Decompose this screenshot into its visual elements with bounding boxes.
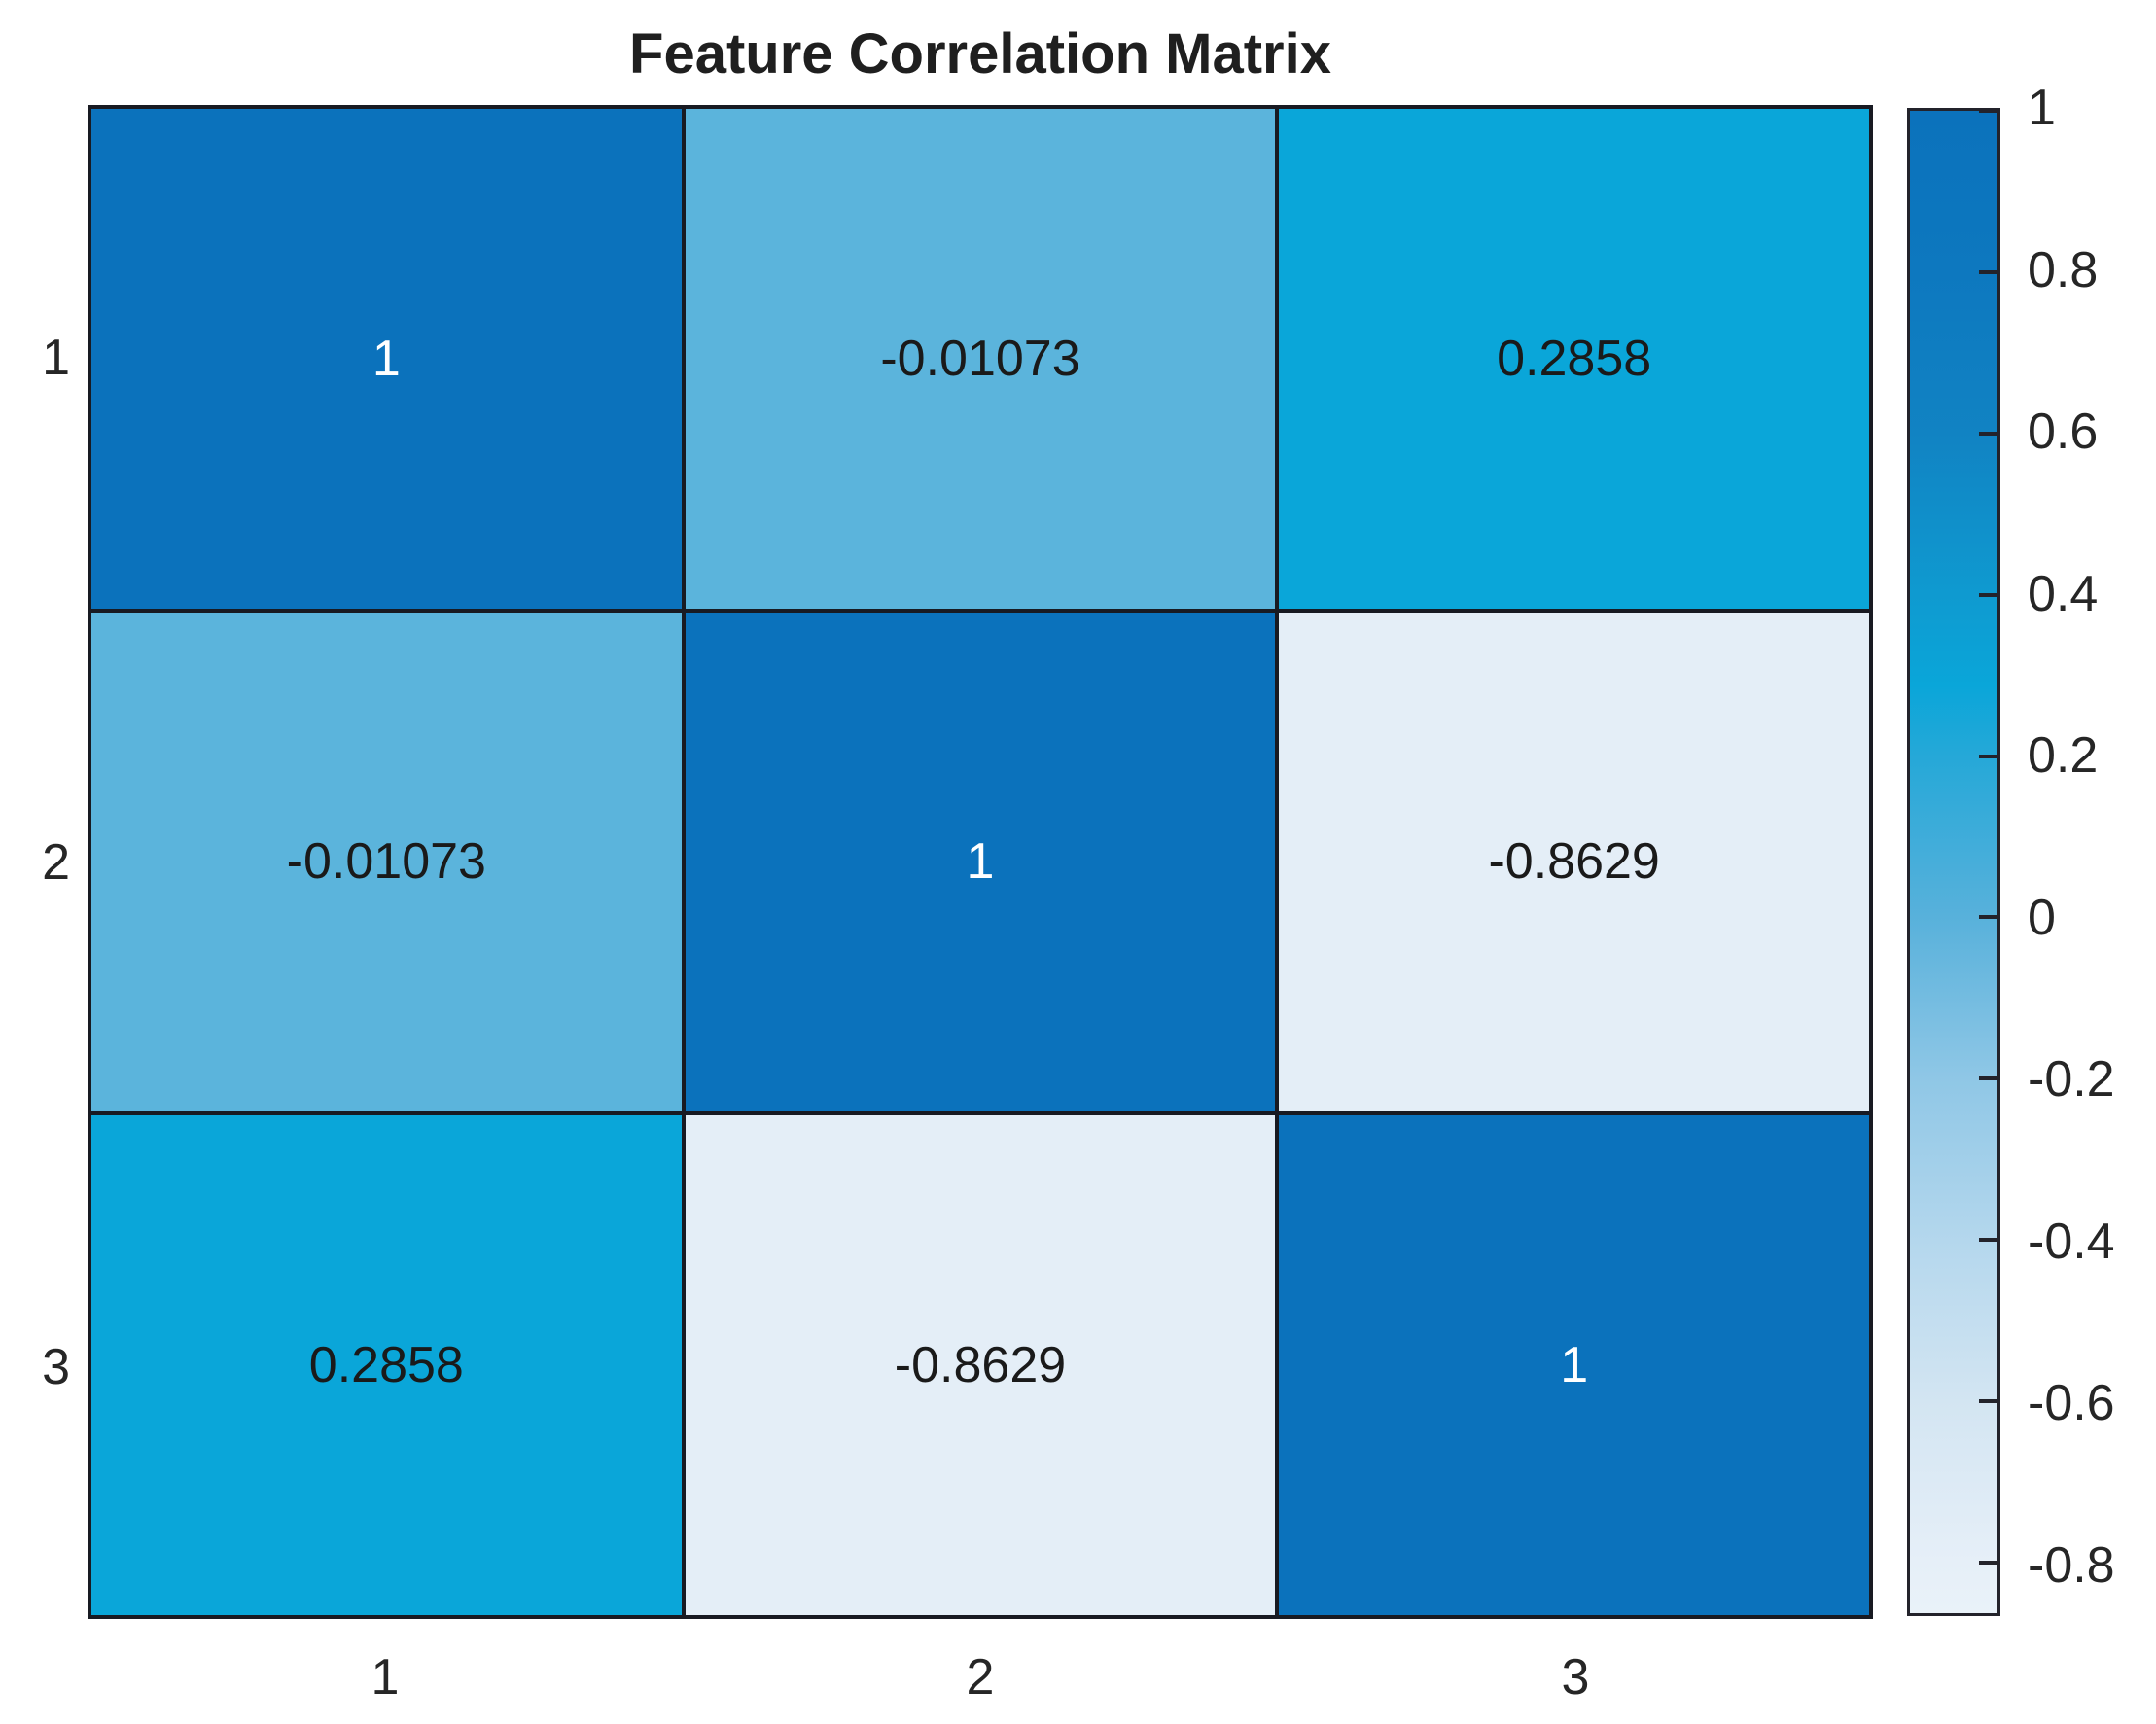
heatmap-cell-r3c1: 0.2858 [91, 1115, 682, 1615]
colorbar-tick-label-0p8: 0.8 [2028, 241, 2099, 299]
colorbar-tick-mark [1979, 754, 1997, 758]
x-tick-label-2: 2 [966, 1649, 995, 1706]
colorbar-tick-label-0p6: 0.6 [2028, 403, 2099, 460]
chart-title: Feature Correlation Matrix [629, 22, 1331, 86]
colorbar-tick-mark [1979, 592, 1997, 597]
colorbar-tick-label-0: 0 [2028, 889, 2056, 946]
colorbar-tick-mark [1979, 1238, 1997, 1243]
heatmap-cell-r1c2: -0.01073 [685, 109, 1276, 609]
colorbar-tick-label-m0p6: -0.6 [2028, 1375, 2115, 1432]
colorbar-tick-label-m0p8: -0.8 [2028, 1536, 2115, 1594]
colorbar-tick-mark [1979, 915, 1997, 920]
colorbar-tick-mark [1979, 269, 1997, 274]
heatmap-cell-r2c3: -0.8629 [1279, 612, 1869, 1112]
y-tick-label-3: 3 [42, 1339, 70, 1395]
heatmap-grid: 1 -0.01073 0.2858 -0.01073 1 -0.8629 0.2… [88, 105, 1873, 1619]
colorbar-tick-label-m0p2: -0.2 [2028, 1051, 2115, 1108]
colorbar-tick-label-1: 1 [2028, 80, 2056, 136]
heatmap-cell-r2c2: 1 [685, 612, 1276, 1112]
heatmap-cell-r1c3: 0.2858 [1279, 109, 1869, 609]
heatmap-cell-r3c2: -0.8629 [685, 1115, 1276, 1615]
colorbar-tick-mark [1979, 109, 1997, 113]
colorbar-tick-labels: 1 0.8 0.6 0.4 0.2 0 -0.2 -0.4 -0.6 -0.8 [2028, 80, 2154, 1616]
colorbar-tick-mark [1979, 1076, 1997, 1081]
colorbar-tick-mark [1979, 1399, 1997, 1403]
heatmap-cell-r2c1: -0.01073 [91, 612, 682, 1112]
colorbar-tick-label-m0p4: -0.4 [2028, 1213, 2115, 1270]
colorbar-tick-mark [1979, 1560, 1997, 1565]
heatmap-cell-r1c1: 1 [91, 109, 682, 609]
colorbar-gradient [1907, 108, 2000, 1616]
x-tick-label-1: 1 [371, 1649, 400, 1706]
heatmap-cell-r3c3: 1 [1279, 1115, 1869, 1615]
colorbar-tick-label-0p2: 0.2 [2028, 727, 2099, 785]
colorbar-tick-label-0p4: 0.4 [2028, 565, 2099, 622]
y-tick-label-1: 1 [42, 330, 70, 386]
colorbar-tick-mark [1979, 431, 1997, 436]
y-tick-label-2: 2 [42, 834, 70, 891]
x-tick-label-3: 3 [1561, 1649, 1590, 1706]
x-axis-labels: 1 2 3 [88, 1648, 1873, 1706]
